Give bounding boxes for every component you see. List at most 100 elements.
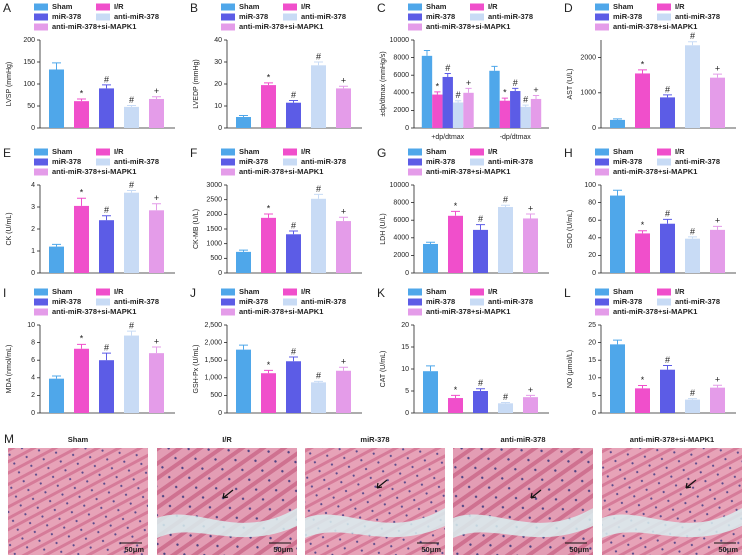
bar — [423, 243, 438, 273]
error-bar — [152, 96, 161, 99]
significance-marker: + — [528, 203, 533, 213]
y-tick-label: 10 — [214, 103, 222, 110]
legend-label: miR-378 — [52, 297, 81, 306]
legend-swatch — [470, 148, 484, 156]
significance-marker: # — [478, 214, 483, 224]
error-bar — [127, 190, 136, 193]
legend-label: Sham — [613, 2, 634, 11]
legend-swatch — [283, 288, 297, 296]
chart-panel: I Sham I/R miR-378 anti-miR-378anti-miR-378+… — [3, 286, 175, 417]
y-tick-label: 50 — [27, 103, 35, 110]
legend-swatch — [595, 288, 609, 296]
y-axis-label: NO (μmol/L) — [567, 350, 574, 388]
y-tick-label: 1,500 — [204, 357, 222, 364]
error-bar — [289, 100, 298, 103]
legend-swatch — [34, 298, 48, 306]
y-tick-label: 4 — [31, 182, 35, 189]
legend-swatch — [34, 288, 48, 296]
significance-marker: + — [528, 385, 533, 395]
legend-swatch — [221, 13, 235, 21]
y-tick-label: 8000 — [393, 54, 409, 61]
error-bar — [339, 366, 348, 371]
legend-swatch — [595, 158, 609, 166]
legend-label: anti-miR-378+si-MAPK1 — [426, 167, 510, 176]
legend-label: I/R — [114, 2, 124, 11]
y-tick-label: 10 — [27, 322, 35, 329]
chart-panel: D Sham I/R miR-378 anti-miR-378anti-miR-378+… — [564, 1, 736, 132]
error-bar — [663, 218, 672, 224]
tissue-gap — [157, 508, 297, 538]
error-bar — [476, 388, 485, 391]
bar — [336, 221, 351, 273]
error-bar — [152, 203, 161, 211]
legend-swatch — [408, 298, 422, 306]
significance-marker: # — [104, 205, 109, 215]
bar — [286, 234, 301, 273]
bar — [452, 102, 464, 128]
significance-marker: + — [533, 85, 538, 95]
bar — [635, 233, 650, 273]
panel-label: D — [564, 1, 573, 15]
significance-marker: * — [80, 334, 84, 344]
panel-label: A — [3, 1, 11, 15]
legend-swatch — [96, 298, 110, 306]
legend-label: anti-miR-378 — [675, 297, 720, 306]
bar — [149, 98, 164, 128]
error-bar — [638, 69, 647, 74]
error-bar — [426, 241, 435, 244]
bar — [99, 360, 114, 413]
error-bar — [239, 114, 248, 117]
significance-marker: # — [316, 51, 321, 61]
legend-swatch — [657, 158, 671, 166]
y-tick-label: 2000 — [580, 54, 596, 61]
histology-image — [157, 448, 297, 555]
legend-swatch — [657, 288, 671, 296]
error-bar — [102, 84, 111, 89]
significance-marker: # — [129, 321, 134, 331]
legend-swatch — [470, 13, 484, 21]
bar — [660, 369, 675, 413]
bar — [311, 65, 326, 128]
bar — [236, 251, 251, 273]
error-bar — [451, 394, 460, 399]
error-bar — [688, 236, 697, 239]
legend-swatch — [657, 3, 671, 11]
panel-label: J — [190, 286, 196, 300]
error-bar — [613, 189, 622, 196]
legend-swatch — [408, 148, 422, 156]
legend-label: I/R — [675, 287, 685, 296]
legend-swatch — [283, 158, 297, 166]
legend-swatch — [283, 13, 297, 21]
panel-label: H — [564, 146, 573, 160]
legend-label: anti-miR-378+si-MAPK1 — [52, 22, 136, 31]
significance-marker: # — [129, 180, 134, 190]
error-bar — [264, 369, 273, 374]
bar — [74, 205, 89, 273]
legend-swatch — [34, 158, 48, 166]
arrow — [685, 479, 697, 489]
legend-label: anti-miR-378 — [301, 12, 346, 21]
legend-swatch — [408, 3, 422, 11]
significance-marker: * — [454, 201, 458, 211]
bar — [49, 246, 64, 273]
legend-swatch — [34, 13, 48, 21]
chart-panel: A Sham I/R miR-378 anti-miR-378anti-miR-378+… — [3, 1, 175, 132]
legend-swatch — [34, 3, 48, 11]
significance-marker: # — [456, 90, 461, 100]
y-tick-label: 0 — [218, 270, 222, 277]
y-axis-label: CAT (U/mL) — [380, 351, 387, 388]
y-tick-label: 15 — [588, 357, 596, 364]
significance-marker: # — [104, 343, 109, 353]
y-tick-label: 6000 — [393, 72, 409, 79]
legend-label: anti-miR-378+si-MAPK1 — [239, 167, 323, 176]
legend-label: miR-378 — [613, 297, 642, 306]
legend-label: anti-miR-378 — [488, 297, 533, 306]
y-axis-label: LVSP (mmHg) — [6, 62, 13, 106]
legend-label: miR-378 — [426, 297, 455, 306]
legend-label: miR-378 — [52, 12, 81, 21]
legend-swatch — [470, 3, 484, 11]
y-tick-label: 3000 — [206, 182, 222, 189]
legend-label: Sham — [613, 287, 634, 296]
legend-label: anti-miR-378 — [488, 12, 533, 21]
error-bar — [491, 65, 498, 71]
